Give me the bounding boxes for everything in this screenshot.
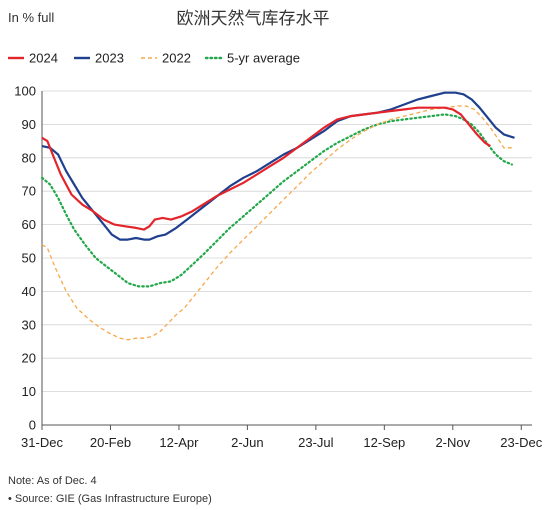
x-tick-label: 12-Apr bbox=[159, 435, 199, 450]
legend-label: 5-yr average bbox=[227, 51, 300, 66]
source-text: • Source: GIE (Gas Infrastructure Europe… bbox=[8, 493, 212, 505]
x-tick-label: 2-Jun bbox=[231, 435, 264, 450]
gridlines bbox=[41, 90, 532, 426]
legend-label: 2024 bbox=[29, 51, 58, 66]
y-tick-label: 20 bbox=[22, 351, 36, 366]
y-tick-label: 70 bbox=[22, 184, 36, 199]
y-tick-label: 30 bbox=[22, 317, 36, 332]
y-tick-label: 10 bbox=[22, 384, 36, 399]
y-tick-label: 0 bbox=[29, 418, 36, 433]
x-tick-label: 23-Dec bbox=[500, 435, 542, 450]
y-tick-label: 40 bbox=[22, 284, 36, 299]
series-line-2024 bbox=[41, 106, 491, 231]
chart-title: 欧洲天然气库存水平 bbox=[177, 9, 330, 28]
x-tick-label: 20-Feb bbox=[90, 435, 131, 450]
y-tick-label: 50 bbox=[22, 251, 36, 266]
y-tick-label: 80 bbox=[22, 150, 36, 165]
y-axis-ticks: 0 10 20 30 40 50 60 70 80 90 100 bbox=[14, 84, 36, 433]
y-tick-label: 60 bbox=[22, 217, 36, 232]
y-unit-label: In % full bbox=[8, 10, 54, 25]
legend-label: 2023 bbox=[95, 51, 124, 66]
chart-legend: 2024 2023 2022 5-yr average bbox=[8, 51, 300, 66]
series-line-5-yr-average bbox=[40, 113, 513, 288]
series-lines bbox=[40, 91, 515, 341]
series-line-2022 bbox=[41, 105, 512, 341]
y-tick-label: 100 bbox=[14, 84, 36, 99]
x-tick-label: 31-Dec bbox=[21, 435, 63, 450]
x-axis-ticks: 31-Dec 20-Feb 12-Apr 2-Jun 23-Jul 12-Sep 2-Nov… bbox=[21, 425, 543, 450]
x-tick-label: 2-Nov bbox=[435, 435, 470, 450]
x-tick-label: 23-Jul bbox=[298, 435, 334, 450]
series-line-2023 bbox=[41, 91, 515, 241]
legend-label: 2022 bbox=[162, 51, 191, 66]
x-tick-label: 12-Sep bbox=[363, 435, 405, 450]
y-tick-label: 90 bbox=[22, 117, 36, 132]
note-text: Note: As of Dec. 4 bbox=[8, 475, 97, 487]
